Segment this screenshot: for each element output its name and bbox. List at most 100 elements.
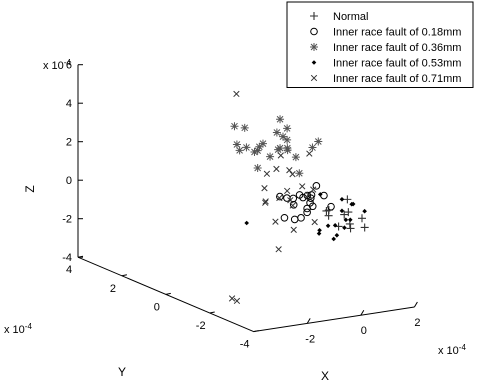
data-point — [242, 143, 251, 152]
data-point — [343, 195, 352, 204]
series-cross — [228, 90, 318, 305]
y-axis-label: Y — [118, 365, 126, 379]
y-tick-label: -2 — [196, 320, 206, 332]
data-point — [327, 202, 335, 211]
y-axis-line — [77, 256, 254, 333]
data-point — [358, 214, 366, 223]
data-point — [297, 214, 305, 222]
data-point — [253, 163, 262, 172]
data-point — [286, 167, 293, 174]
data-point — [235, 146, 244, 155]
data-point — [284, 187, 291, 195]
data-points — [228, 90, 369, 305]
data-point — [255, 142, 264, 151]
data-point — [230, 122, 239, 131]
x-axis-label: X — [321, 369, 329, 383]
data-point — [311, 218, 318, 226]
x-tick-label: 0 — [361, 325, 367, 337]
data-point — [262, 199, 269, 206]
y-tick-label: 4 — [66, 264, 72, 276]
z-exponent-label: x 10-4 — [43, 58, 71, 72]
y-tick-mark — [209, 311, 215, 314]
y-tick-mark — [165, 292, 171, 295]
data-point — [343, 217, 349, 223]
data-point — [347, 217, 353, 223]
x-tick-mark — [413, 301, 418, 308]
z-tick-label: -2 — [62, 214, 72, 226]
data-point — [275, 246, 282, 253]
legend-entry-label: Inner race fault of 0.71mm — [333, 73, 461, 85]
data-point — [258, 139, 267, 148]
data-point — [283, 124, 292, 133]
data-point — [272, 218, 279, 225]
legend-marker-plus — [310, 12, 318, 20]
data-point — [325, 223, 331, 229]
data-point — [232, 140, 241, 149]
series-plus — [322, 195, 369, 233]
data-point — [362, 208, 367, 214]
y-tick-label: -4 — [240, 339, 250, 351]
data-point — [261, 185, 268, 192]
z-tick-label: 6 — [66, 60, 72, 72]
legend-entry-label: Inner race fault of 0.53mm — [333, 58, 461, 70]
data-point — [280, 213, 289, 222]
x-axis-line — [253, 306, 415, 333]
legend-marker-star — [310, 43, 318, 51]
data-point — [233, 90, 240, 98]
data-point — [289, 171, 296, 178]
axes-frame — [77, 64, 418, 333]
z-tick-label: -4 — [62, 252, 72, 264]
x-tick-mark — [306, 318, 311, 324]
data-point — [289, 202, 296, 209]
y-tick-mark — [121, 274, 127, 277]
data-point — [290, 215, 299, 224]
data-point — [283, 146, 292, 155]
data-point — [283, 194, 291, 202]
data-point — [295, 191, 304, 199]
data-point — [253, 146, 262, 155]
data-point — [303, 191, 312, 200]
data-point — [240, 123, 249, 132]
y-tick-label: 2 — [110, 283, 116, 295]
axis-labels: Z Y X x 10-4 x 10-4 x 10-4 — [4, 58, 466, 383]
x-tick-label: -2 — [305, 333, 315, 345]
data-point — [303, 208, 311, 217]
data-point — [272, 128, 281, 137]
legend-marker-diamond — [311, 60, 317, 65]
data-point — [287, 197, 294, 204]
data-point — [250, 147, 259, 156]
data-point — [344, 208, 353, 217]
series-diamond — [244, 192, 367, 242]
data-point — [339, 208, 345, 214]
data-point — [314, 137, 323, 146]
data-point — [233, 297, 241, 305]
legend: Normal Inner race fault of 0.18mm Inner ra… — [286, 1, 474, 88]
data-point — [276, 192, 284, 201]
data-point — [289, 194, 298, 203]
data-point — [317, 192, 323, 197]
data-point — [360, 223, 369, 232]
x-tick-label: 2 — [414, 317, 420, 329]
data-point — [263, 170, 271, 177]
data-point — [339, 197, 345, 202]
z-tick-label: 0 — [66, 175, 72, 187]
data-point — [332, 223, 338, 228]
y-tick-mark — [253, 330, 259, 333]
y-tick-label: 0 — [154, 301, 160, 313]
data-point — [278, 132, 287, 141]
data-point — [274, 145, 283, 154]
data-point — [228, 295, 236, 302]
z-tick-label: 2 — [66, 137, 72, 149]
z-tick-label: 4 — [66, 98, 72, 110]
data-point — [346, 224, 355, 233]
data-point — [283, 135, 292, 144]
data-point — [299, 183, 306, 190]
data-point — [290, 226, 297, 233]
data-point — [317, 227, 322, 233]
data-point — [291, 153, 300, 162]
legend-entry-label: Inner race fault of 0.18mm — [333, 27, 461, 39]
data-point — [350, 201, 356, 207]
data-point — [273, 165, 280, 173]
legend-entry-label: Inner race fault of 0.36mm — [333, 42, 461, 54]
